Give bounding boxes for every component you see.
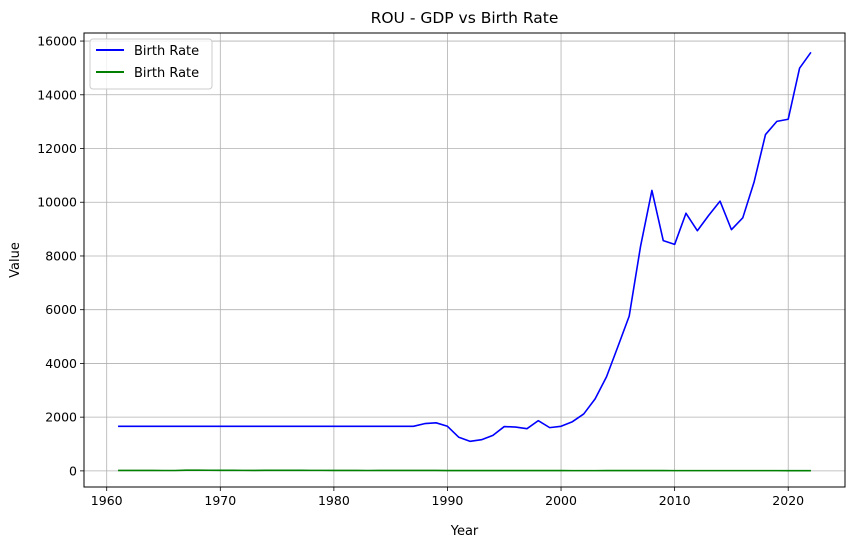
- chart-title: ROU - GDP vs Birth Rate: [371, 9, 559, 27]
- y-tick-label: 16000: [37, 34, 77, 49]
- x-tick-label: 2010: [659, 493, 691, 508]
- y-tick-label: 10000: [37, 195, 77, 210]
- x-tick-label: 1970: [204, 493, 236, 508]
- x-tick-label: 1990: [432, 493, 464, 508]
- x-tick-label: 1960: [91, 493, 123, 508]
- series-line-1: [118, 51, 812, 443]
- x-tick-label: 1980: [318, 493, 350, 508]
- legend-box: [89, 38, 213, 90]
- x-axis-label: Year: [450, 524, 479, 539]
- x-tick-label: 2000: [545, 493, 577, 508]
- y-axis-label: Value: [8, 242, 23, 278]
- y-tick-label: 12000: [37, 141, 77, 156]
- y-tick-label: 0: [69, 463, 77, 478]
- x-tick-label: 2020: [772, 493, 804, 508]
- y-tick-label: 8000: [45, 248, 77, 263]
- legend: Birth Rate Birth Rate: [89, 38, 213, 90]
- series-line-2: [118, 469, 811, 472]
- y-tick-label: 14000: [37, 87, 77, 102]
- legend-label-series-2: Birth Rate: [134, 66, 199, 81]
- y-tick-label: 4000: [45, 356, 77, 371]
- y-axis-ticks: 0 2000 4000 6000 8000 10000 12000 14000 16000: [37, 34, 84, 478]
- plot-frame: [83, 32, 846, 488]
- y-tick-label: 6000: [45, 302, 77, 317]
- legend-label-series-1: Birth Rate: [134, 44, 199, 59]
- x-axis-ticks: 1960 1970 1980 1990 2000 2010 2020: [91, 487, 804, 508]
- y-tick-label: 2000: [45, 410, 77, 425]
- series-lines: [118, 51, 812, 472]
